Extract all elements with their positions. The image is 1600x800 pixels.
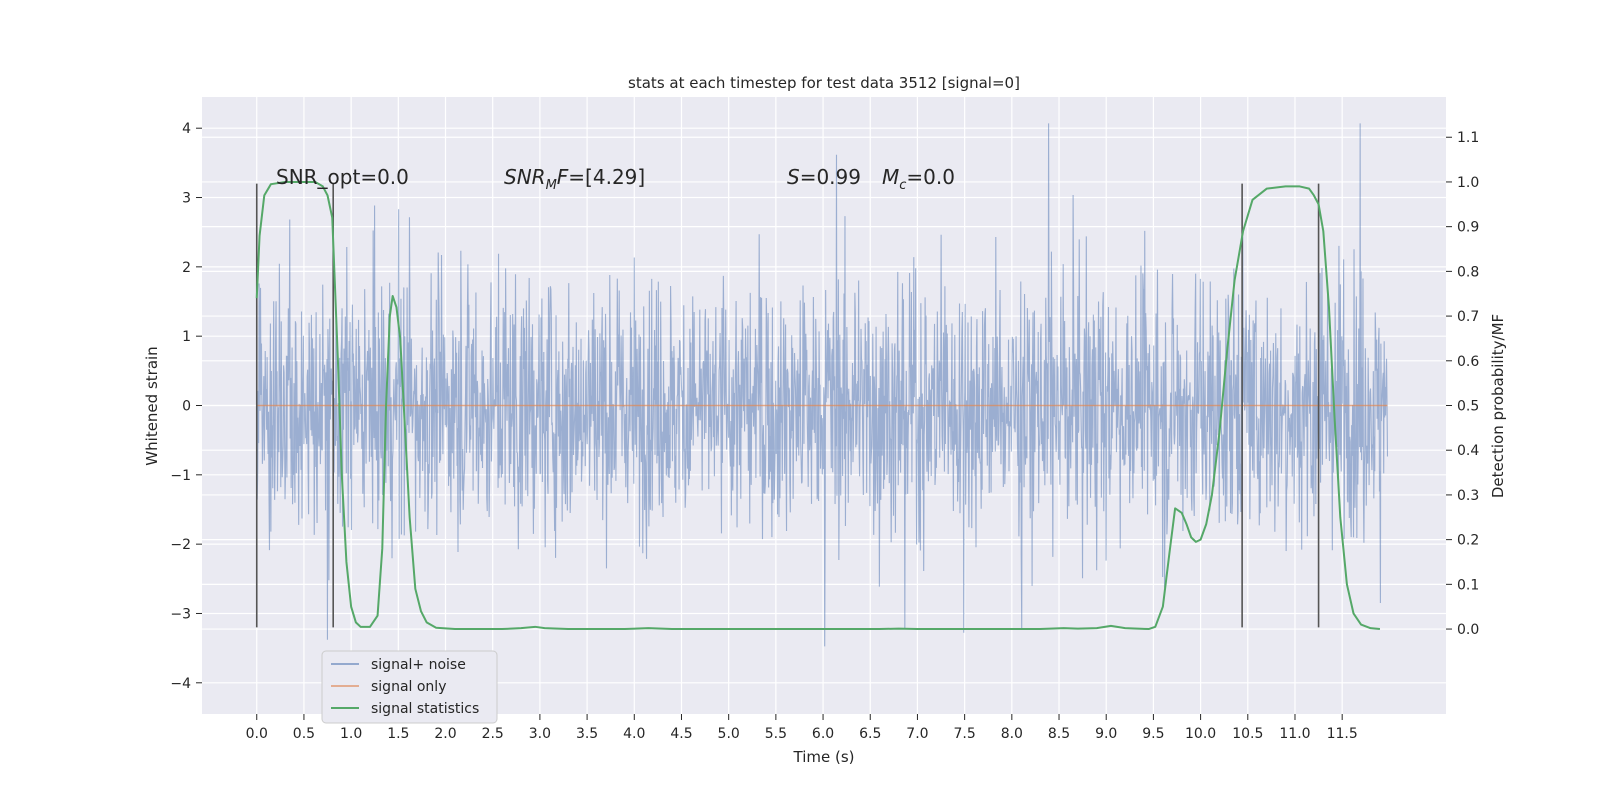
x-tick-label: 10.5 xyxy=(1232,726,1263,742)
noise-line xyxy=(256,123,1389,647)
annotation-s: S=0.99 xyxy=(787,165,861,189)
x-tick-label: 11.5 xyxy=(1327,726,1358,742)
legend-label-signal: signal only xyxy=(371,679,446,695)
x-tick-label: 6.5 xyxy=(859,726,881,742)
x-tick-label: 3.5 xyxy=(576,726,598,742)
legend: signal+ noise signal only signal statist… xyxy=(321,650,498,724)
x-tick-label: 0.0 xyxy=(246,726,268,742)
x-tick-label: 5.0 xyxy=(718,726,740,742)
annotation-snr-opt: SNR_opt=0.0 xyxy=(276,165,409,189)
snr-mf-value: =[4.29] xyxy=(568,165,645,189)
y-tick-label: −1 xyxy=(170,468,191,484)
y-tick-label: 3 xyxy=(182,191,191,207)
y-tick-label: −2 xyxy=(170,537,191,553)
y2-tick-label: 0.5 xyxy=(1457,399,1479,415)
x-tick-label: 7.5 xyxy=(954,726,976,742)
x-tick-label: 6.0 xyxy=(812,726,834,742)
y2-axis-label: Detection probability/MF xyxy=(1489,314,1507,498)
legend-label-stats: signal statistics xyxy=(371,701,479,717)
y-tick-label: −4 xyxy=(170,676,191,692)
x-tick-label: 11.0 xyxy=(1279,726,1310,742)
x-tick-label: 4.5 xyxy=(670,726,692,742)
x-tick-label: 4.0 xyxy=(623,726,645,742)
x-tick-label: 0.5 xyxy=(293,726,315,742)
y2-tick-label: 0.4 xyxy=(1457,443,1479,459)
mc-symbol: M xyxy=(882,165,899,189)
y2-tick-label: 1.1 xyxy=(1457,130,1479,146)
x-tick-label: 8.0 xyxy=(1001,726,1023,742)
x-tick-label: 5.5 xyxy=(765,726,787,742)
legend-box xyxy=(321,650,498,724)
y2-tick-label: 0.2 xyxy=(1457,533,1479,549)
mc-value: =0.0 xyxy=(906,165,955,189)
signal-statistics-series xyxy=(255,180,1381,631)
annotation-mc: Mc=0.0 xyxy=(882,165,955,193)
x-tick-label: 7.0 xyxy=(906,726,928,742)
y-tick-label: 2 xyxy=(182,260,191,276)
annotation-snr-mf: SNRMF=[4.29] xyxy=(504,165,645,193)
y-tick-label: 0 xyxy=(182,399,191,415)
y-axis-label: Whitened strain xyxy=(143,346,161,465)
y2-tick-label: 0.9 xyxy=(1457,220,1479,236)
mc-subscript: c xyxy=(899,178,906,193)
snr-mf-subscript: M xyxy=(546,178,557,193)
x-tick-label: 8.5 xyxy=(1048,726,1070,742)
s-symbol: S xyxy=(787,165,800,189)
legend-label-noise: signal+ noise xyxy=(371,657,466,673)
y2-tick-label: 0.0 xyxy=(1457,622,1479,638)
y-tick-label: 4 xyxy=(182,121,191,137)
snr-mf-f: F xyxy=(557,165,569,189)
y2-tick-label: 0.8 xyxy=(1457,264,1479,280)
y2-tick-label: 1.0 xyxy=(1457,175,1479,191)
x-tick-label: 3.0 xyxy=(529,726,551,742)
x-tick-label: 1.0 xyxy=(340,726,362,742)
stats-line xyxy=(255,180,1381,631)
x-tick-label: 1.5 xyxy=(387,726,409,742)
s-value: =0.99 xyxy=(800,165,861,189)
chart-title: stats at each timestep for test data 351… xyxy=(628,74,1020,92)
x-tick-label: 2.5 xyxy=(482,726,504,742)
y2-axis-ticks: 1.1 1.0 0.9 0.8 0.7 0.6 0.5 0.4 0.3 0.2 0.1 0.0 xyxy=(1446,130,1479,638)
signal-noise-series xyxy=(256,123,1389,647)
y-axis-ticks: 4 3 2 1 0 −1 −2 −3 −4 xyxy=(170,121,202,692)
snr-mf-symbol: SNR xyxy=(504,165,546,189)
y2-tick-label: 0.1 xyxy=(1457,577,1479,593)
x-axis-ticks: 0.0 0.5 1.0 1.5 2.0 2.5 3.0 3.5 4.0 4.5 5.0 5.5 6.0 6… xyxy=(246,714,1358,742)
y-tick-label: −3 xyxy=(170,606,191,622)
y2-tick-label: 0.7 xyxy=(1457,309,1479,325)
x-axis-label: Time (s) xyxy=(793,748,855,766)
x-tick-label: 9.0 xyxy=(1095,726,1117,742)
x-tick-label: 10.0 xyxy=(1185,726,1216,742)
x-tick-label: 2.0 xyxy=(434,726,456,742)
x-tick-label: 9.5 xyxy=(1142,726,1164,742)
y2-tick-label: 0.3 xyxy=(1457,488,1479,504)
y2-tick-label: 0.6 xyxy=(1457,354,1479,370)
y-tick-label: 1 xyxy=(182,329,191,345)
